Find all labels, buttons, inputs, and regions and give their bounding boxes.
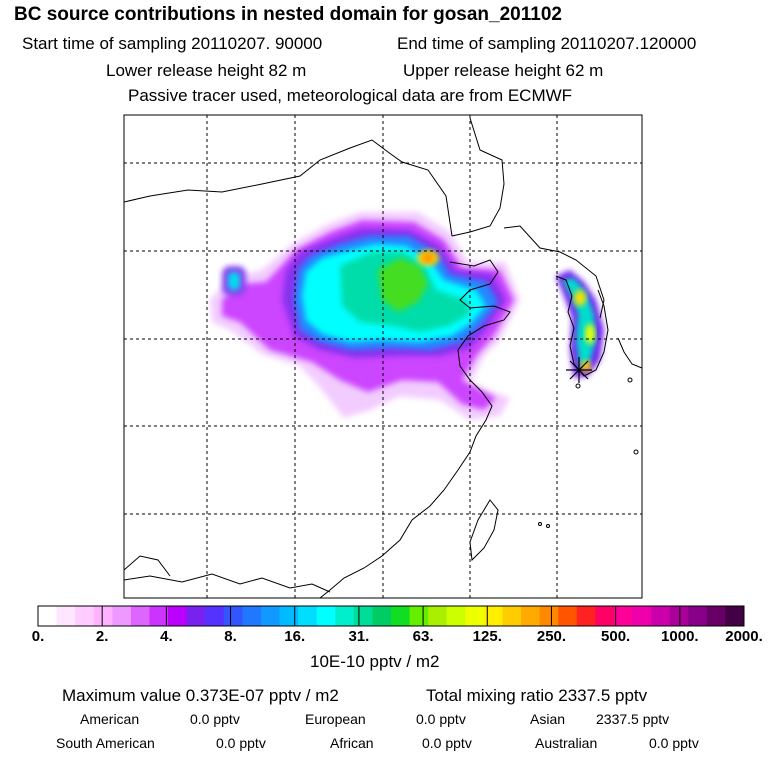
- region-value-american: 0.0 pptv: [190, 711, 240, 727]
- plume-west-core: [228, 272, 240, 290]
- upper-release-height: Upper release height 62 m: [403, 61, 604, 80]
- colorbar-swatch: [521, 606, 541, 626]
- map-frame: [123, 114, 643, 599]
- region-value-european: 0.0 pptv: [416, 711, 466, 727]
- colorbar-tick-label: 250.: [536, 628, 567, 645]
- colorbar-swatch: [539, 606, 559, 626]
- region-name-american: American: [80, 711, 140, 727]
- colorbar-swatch: [669, 606, 689, 626]
- colorbar-swatch: [502, 606, 522, 626]
- korea-hotspot-3: [581, 360, 591, 372]
- colorbar-swatch: [558, 606, 578, 626]
- colorbar-swatch: [446, 606, 466, 626]
- region-name-asian: Asian: [530, 711, 566, 727]
- colorbar-swatch: [391, 606, 411, 626]
- colorbar-swatch: [149, 606, 169, 626]
- colorbar-swatch: [372, 606, 392, 626]
- korea-plume-inner: [562, 278, 596, 370]
- colorbar-swatch: [223, 606, 243, 626]
- receptor-star-icon: [566, 357, 592, 383]
- colorbar-swatch: [688, 606, 708, 626]
- total-mixing-ratio: Total mixing ratio 2337.5 pptv: [426, 686, 648, 705]
- region-name-african: African: [330, 735, 374, 751]
- colorbar-frame: [37, 605, 745, 627]
- colorbar-swatch: [706, 606, 726, 626]
- colorbar-swatch: [465, 606, 485, 626]
- colorbar-tick-label: 2.: [95, 628, 109, 645]
- colorbar-tick-label: 2000.: [725, 628, 763, 645]
- colorbar-tick-label: 1000.: [661, 628, 699, 645]
- island-small-2: [633, 449, 639, 455]
- colorbar-tick-label: 125.: [472, 628, 502, 645]
- colorbar-tick-label: 4.: [160, 628, 173, 645]
- colorbar-swatch: [353, 606, 373, 626]
- colorbar-unit: 10E-10 pptv / m2: [310, 652, 440, 671]
- island-small-3: [538, 522, 542, 526]
- colorbar-swatch: [112, 606, 132, 626]
- colorbar-tick-label: 0.: [31, 628, 45, 645]
- colorbar-swatch: [595, 606, 615, 626]
- region-value-australian: 0.0 pptv: [649, 735, 699, 751]
- island-small-4: [546, 524, 550, 528]
- plume-green: [378, 258, 428, 312]
- maximum-value: Maximum value 0.373E-07 pptv / m2: [62, 686, 339, 705]
- lower-release-height: Lower release height 82 m: [106, 61, 307, 80]
- colorbar-swatch: [260, 606, 281, 626]
- coast-korea: [555, 275, 609, 377]
- colorbar-tick-label: 31.: [348, 628, 370, 645]
- colorbar-swatch: [428, 606, 448, 626]
- colorbar-swatch: [242, 606, 262, 626]
- coast-bohai: [319, 259, 511, 598]
- colorbar-swatch: [186, 606, 206, 626]
- graticule: [124, 115, 642, 598]
- colorbar-swatch: [38, 606, 58, 626]
- colorbar-swatch: [576, 606, 596, 626]
- region-name-australian: Australian: [535, 735, 598, 751]
- border-south: [124, 573, 331, 593]
- colorbar-swatch: [316, 606, 336, 626]
- colorbar-swatch: [75, 606, 95, 626]
- colorbar-swatch: [483, 606, 503, 626]
- region-value-asian: 2337.5 pptv: [596, 711, 670, 727]
- island-small-1: [627, 377, 633, 383]
- border-korea-china: [503, 225, 605, 319]
- colorbar-swatch: [130, 606, 150, 626]
- colorbar-tick-label: 8.: [224, 628, 237, 645]
- map-title: BC source contributions in nested domain…: [14, 4, 562, 25]
- colorbar-swatch: [298, 606, 318, 626]
- colorbar-swatch: [93, 606, 113, 626]
- colorbar-swatch: [56, 606, 76, 626]
- korea-hotspot-1: [574, 290, 586, 306]
- border-north: [124, 139, 453, 237]
- colorbar-tick-label: 63.: [412, 628, 434, 645]
- tracer-note: Passive tracer used, meteorological data…: [128, 86, 573, 105]
- colorbar-tick-label: 500.: [601, 628, 631, 645]
- end-time: End time of sampling 20110207.120000: [397, 34, 697, 53]
- colorbar-swatch: [205, 606, 225, 626]
- island-taiwan: [469, 499, 499, 562]
- colorbar-swatch: [632, 606, 652, 626]
- colorbar-swatch: [613, 606, 634, 626]
- island-jeju: [575, 383, 581, 389]
- region-value-south-american: 0.0 pptv: [216, 735, 266, 751]
- hotspot-core: [423, 254, 433, 262]
- border-west: [124, 555, 171, 577]
- colorbar-swatch: [335, 606, 355, 626]
- border-northeast: [451, 117, 505, 237]
- korea-hotspot-2: [585, 324, 595, 344]
- coast-japan: [617, 337, 642, 369]
- region-name-south-american: South American: [56, 735, 155, 751]
- colorbar-swatch: [409, 606, 429, 626]
- colorbar-swatch: [725, 606, 745, 626]
- colorbar-swatch: [651, 606, 671, 626]
- colorbar-tick-label: 16.: [284, 628, 306, 645]
- colorbar-swatch: [168, 606, 188, 626]
- region-value-african: 0.0 pptv: [422, 735, 472, 751]
- colorbar-swatch: [279, 606, 299, 626]
- region-name-european: European: [305, 711, 366, 727]
- start-time: Start time of sampling 20110207. 90000: [22, 34, 323, 53]
- colorbar: [37, 605, 745, 627]
- coastlines: [124, 117, 642, 598]
